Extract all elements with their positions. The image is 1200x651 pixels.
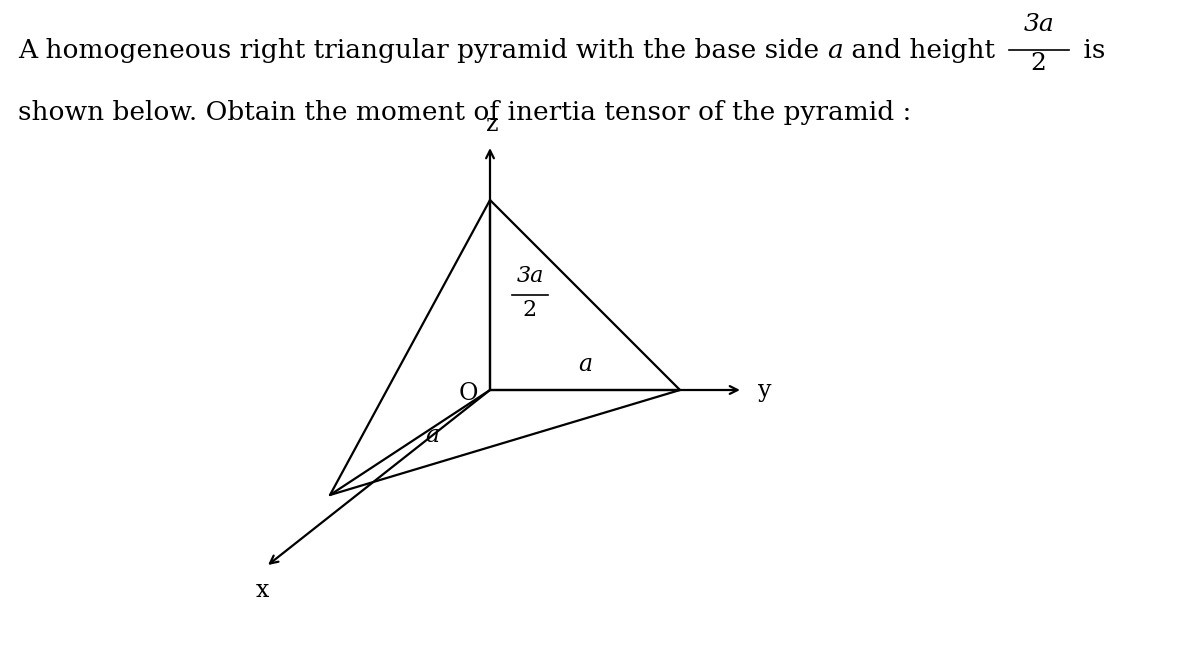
- Text: z: z: [486, 113, 498, 136]
- Text: a: a: [828, 38, 844, 63]
- Text: a: a: [425, 424, 439, 447]
- Text: shown below. Obtain the moment of inertia tensor of the pyramid :: shown below. Obtain the moment of inerti…: [18, 100, 911, 125]
- Text: a: a: [578, 353, 592, 376]
- Text: A homogeneous right triangular pyramid with the base side: A homogeneous right triangular pyramid w…: [18, 38, 828, 63]
- Text: O: O: [458, 381, 478, 404]
- Text: x: x: [256, 579, 269, 602]
- Text: y: y: [758, 378, 772, 402]
- Text: 2: 2: [523, 299, 538, 321]
- Text: and height: and height: [844, 38, 1003, 63]
- Text: 3a: 3a: [516, 265, 544, 287]
- Text: 3a: 3a: [1024, 13, 1054, 36]
- Text: is: is: [1075, 38, 1105, 63]
- Text: 2: 2: [1031, 52, 1046, 75]
